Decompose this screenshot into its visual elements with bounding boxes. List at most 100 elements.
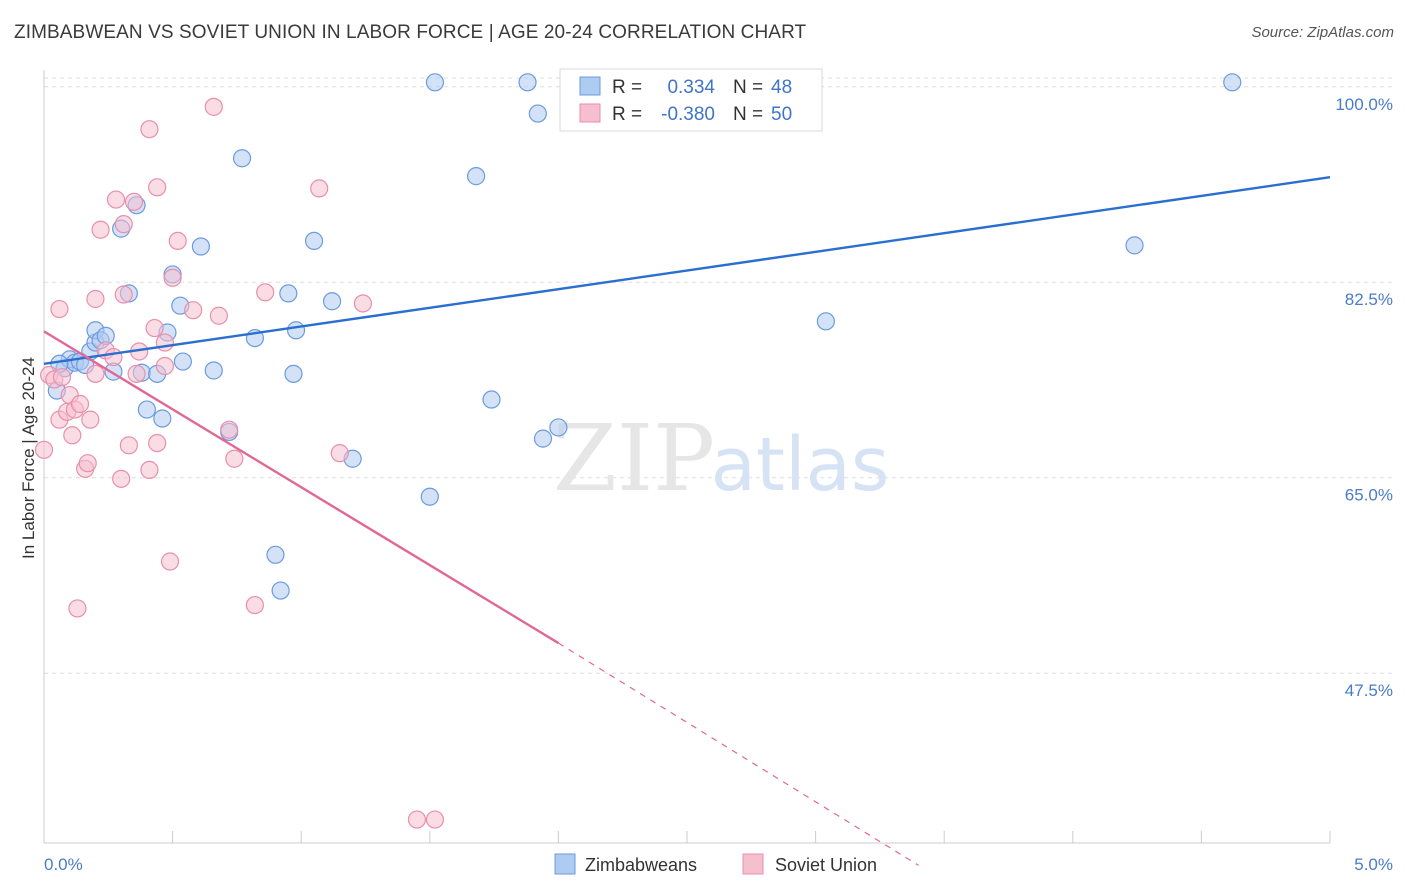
soviet-union-point	[160, 552, 180, 571]
zimbabwean-point	[816, 312, 835, 331]
soviet-union-point	[127, 364, 146, 383]
watermark-atlas: atlas	[711, 422, 890, 508]
soviet-union-point	[63, 426, 82, 445]
soviet-union-point	[50, 299, 69, 319]
legend-n-value-soviet-union: 50	[771, 104, 792, 125]
soviet-union-point	[148, 178, 167, 197]
y-axis-title: In Labor Force | Age 20-24	[19, 357, 38, 559]
series-legend-swatch-soviet-union	[742, 853, 764, 875]
zimbabwean-point	[420, 487, 439, 506]
soviet-union-point	[114, 215, 133, 234]
zimbabwean-point	[528, 104, 547, 123]
soviet-union-point	[114, 285, 133, 304]
zimbabwean-point	[153, 409, 172, 428]
soviet-union-point	[256, 283, 275, 302]
source-label: Source: ZipAtlas.com	[1251, 24, 1394, 41]
soviet-union-point	[155, 333, 174, 352]
soviet-union-point	[112, 469, 131, 488]
grid-lines	[44, 77, 1394, 674]
zimbabwean-point	[518, 73, 537, 92]
soviet-union-point	[52, 368, 72, 387]
legend-r-label: R =	[612, 77, 642, 98]
soviet-union-point	[81, 410, 100, 429]
watermark: ZIP atlas	[553, 405, 890, 512]
soviet-union-point	[425, 810, 445, 829]
zimbabwean-point	[279, 284, 298, 303]
soviet-union-point	[119, 436, 138, 455]
soviet-union-point	[140, 120, 159, 139]
data-points	[34, 73, 1242, 829]
legend-r-label-2: R =	[612, 104, 642, 125]
soviet-union-point	[106, 190, 126, 209]
soviet-union-point	[124, 192, 144, 211]
zimbabwean-point	[284, 364, 303, 383]
series-legend-label-soviet-union: Soviet Union	[775, 855, 877, 875]
zimbabwean-point	[533, 429, 553, 448]
soviet-union-point	[34, 440, 54, 459]
y-tick-label: 82.5%	[1345, 290, 1393, 309]
y-tick-label: 47.5%	[1345, 681, 1393, 700]
legend-swatch-soviet-union	[579, 103, 601, 123]
x-tick-label: 5.0%	[1354, 855, 1393, 874]
chart-title: ZIMBABWEAN VS SOVIET UNION IN LABOR FORC…	[14, 22, 807, 43]
legend-swatch-zimbabweans	[579, 76, 601, 96]
soviet-union-point	[104, 347, 123, 367]
zimbabwean-point	[482, 390, 501, 409]
series-legend: Zimbabweans Soviet Union	[554, 853, 877, 875]
correlation-legend: R = 0.334 N = 48 R = -0.380 N = 50	[559, 68, 823, 132]
series-legend-swatch-zimbabweans	[554, 853, 576, 875]
soviet-union-point	[78, 454, 97, 473]
zimbabwean-point	[322, 292, 342, 311]
legend-r-value-soviet-union: -0.380	[661, 104, 715, 125]
y-tick-label: 65.0%	[1345, 486, 1393, 505]
soviet-union-point	[163, 268, 182, 287]
zimbabwean-point	[466, 167, 486, 186]
legend-frame	[559, 68, 823, 132]
zimbabwean-point	[204, 361, 223, 380]
soviet-union-point	[209, 306, 228, 325]
zimbabwean-point	[1223, 73, 1242, 92]
zimbabwean-point	[549, 418, 568, 437]
y-tick-label: 100.0%	[1335, 95, 1393, 114]
soviet-union-point	[310, 179, 329, 198]
soviet-union-point	[70, 394, 90, 414]
zimbabwean-point	[137, 400, 156, 419]
x-tick-label: 0.0%	[44, 855, 83, 874]
soviet-union-point	[353, 294, 373, 313]
soviet-union-point	[245, 595, 265, 615]
soviet-union-point	[330, 444, 349, 463]
soviet-union-point	[140, 460, 159, 480]
zimbabwean-point	[286, 321, 306, 340]
soviet-union-point	[86, 289, 105, 309]
soviet-union-point	[148, 433, 167, 453]
zimbabwean-point	[266, 545, 285, 564]
trend-lines	[43, 176, 1331, 866]
soviet-union-point	[204, 97, 223, 116]
zimbabwean-point	[1125, 236, 1144, 255]
zimbabwean-point	[191, 237, 210, 256]
zimbabwean-point	[425, 73, 445, 92]
watermark-zip: ZIP	[553, 405, 715, 512]
y-axis-title-group: In Labor Force | Age 20-24	[19, 357, 38, 559]
soviet-union-point	[91, 220, 110, 239]
series-legend-label-zimbabweans: Zimbabweans	[585, 855, 697, 875]
soviet-union-point	[184, 301, 203, 320]
soviet-union-point	[407, 810, 427, 829]
soviet-union-point	[225, 449, 244, 468]
soviet-union-point	[86, 364, 105, 383]
soviet-union-point	[168, 231, 187, 251]
soviet-union-point	[68, 599, 87, 618]
soviet-union-trend-line	[558, 642, 919, 866]
legend-n-label: N =	[733, 77, 763, 98]
zimbabwean-point	[173, 352, 192, 371]
soviet-union-point	[220, 420, 239, 439]
legend-n-label-2: N =	[733, 104, 763, 125]
soviet-union-point	[155, 356, 174, 376]
legend-r-value-zimbabweans: 0.334	[667, 77, 715, 98]
zimbabwean-point	[232, 149, 252, 168]
zimbabwean-point	[304, 231, 324, 251]
zimbabwean-trend-line	[43, 176, 1331, 365]
soviet-union-trend-line	[43, 330, 560, 645]
soviet-union-point	[145, 318, 164, 338]
